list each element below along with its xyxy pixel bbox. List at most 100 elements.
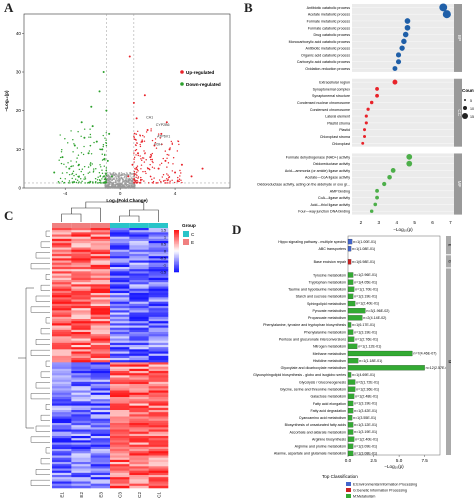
ns-point: [119, 182, 121, 185]
heatmap-cell: [71, 453, 91, 456]
facet-strip-d: [446, 268, 451, 455]
deg-cloud-point: [105, 169, 108, 171]
heatmap-cell: [71, 284, 91, 287]
deg-cloud-point: [136, 168, 138, 171]
pathway-label: Fatty acid elongation: [313, 402, 346, 406]
color-scale-segment: [174, 234, 179, 236]
deg-cloud-point: [180, 179, 182, 181]
y-axis-label-a: −Log₁₀(p): [4, 90, 9, 111]
heatmap-cell: [148, 442, 169, 445]
ns-point: [109, 178, 111, 180]
heatmap-cell: [129, 433, 149, 437]
heatmap-cell: [148, 384, 169, 387]
deg-cloud-point: [89, 145, 92, 147]
heatmap-cell: [148, 436, 169, 439]
x-tick-label-a: -4: [63, 191, 68, 196]
deg-cloud-point: [181, 181, 183, 184]
heatmap-cell: [52, 323, 72, 326]
term-label: Acetate—CoA ligase activity: [305, 176, 350, 180]
deg-cloud-point: [151, 139, 154, 142]
heatmap-cell: [129, 462, 149, 465]
heatmap-cell: [71, 321, 91, 324]
heatmap-cell: [110, 362, 130, 365]
deg-cloud-point: [172, 157, 175, 159]
deg-cloud-point: [68, 180, 71, 182]
heatmap-cell: [110, 286, 130, 289]
ns-point: [130, 186, 133, 188]
go-term-dot: [369, 100, 374, 105]
heatmap-cell: [52, 238, 72, 242]
heatmap-cell: [52, 232, 72, 235]
go-term-dot: [399, 45, 405, 51]
heatmap-cell: [90, 349, 111, 352]
heatmap-cell: [129, 316, 149, 320]
heatmap-cell: [52, 377, 72, 380]
deg-cloud-point: [58, 182, 60, 184]
color-scale-segment: [174, 266, 179, 269]
deg-cloud-point: [133, 156, 136, 159]
deg-cloud-point: [83, 178, 85, 180]
pathway-label: Biosynthesis of unsaturated fatty acids: [285, 423, 347, 427]
deg-cloud-point: [60, 162, 63, 165]
heatmap-cell: [129, 334, 149, 337]
heatmap-cell: [148, 230, 169, 233]
term-label: Chloroplast stroma: [320, 135, 350, 139]
heatmap-cell: [90, 401, 111, 404]
color-scale-label: 1: [164, 236, 166, 240]
heatmap-cell: [110, 462, 130, 465]
heatmap-cell: [148, 232, 169, 235]
go-term-dot: [363, 128, 367, 132]
ns-point: [112, 172, 114, 174]
heatmap-cell: [129, 358, 149, 361]
ns-point: [125, 178, 127, 180]
heatmap-cell: [148, 371, 169, 374]
heatmap-cell: [129, 475, 149, 478]
x-axis-label-a: Log₂(Fold Change): [106, 198, 148, 203]
heatmap-cell: [71, 483, 91, 487]
heatmap-cell: [148, 345, 169, 348]
data-point: [143, 94, 146, 97]
heatmap-cell: [71, 436, 91, 439]
heatmap-cell: [129, 468, 149, 471]
group-annotation-cell: [129, 223, 149, 228]
go-term-dot: [390, 168, 396, 173]
heatmap-cell: [52, 345, 72, 348]
panel-letter-a: A: [4, 0, 14, 15]
heatmap-cell: [148, 457, 169, 461]
heatmap-cell: [148, 234, 169, 237]
color-scale-segment: [174, 231, 179, 234]
heatmap-cell: [90, 243, 111, 246]
heatmap-cell: [52, 457, 72, 461]
term-label: Synaptonemal structure: [312, 94, 350, 98]
heatmap-cell: [110, 241, 130, 244]
deg-cloud-point: [102, 144, 105, 146]
term-label: Drug catabolic process: [313, 33, 350, 37]
heatmap-cell: [110, 323, 130, 326]
heatmap-cell: [90, 340, 111, 344]
heatmap-cell: [71, 236, 91, 240]
heatmap-cell: [129, 325, 149, 328]
heatmap-cell: [148, 453, 169, 456]
heatmap-cell: [71, 325, 91, 328]
deg-cloud-point: [178, 180, 180, 182]
heatmap-cell: [52, 429, 72, 432]
heatmap-cell: [129, 429, 149, 432]
heatmap-cell: [110, 483, 130, 487]
heatmap-cell: [129, 247, 149, 250]
go-term-dot: [392, 66, 398, 71]
color-scale-label: -1.5: [160, 271, 166, 275]
data-point: [110, 175, 113, 178]
deg-cloud-point: [100, 166, 102, 168]
heatmap-cell: [52, 475, 72, 478]
deg-cloud-point: [166, 153, 168, 156]
heatmap-cell: [148, 269, 169, 272]
heatmap-cell: [52, 277, 72, 281]
heatmap-cell: [71, 392, 91, 396]
heatmap-cell: [148, 254, 169, 257]
heatmap-cell: [52, 269, 72, 272]
heatmap-cell: [129, 397, 149, 400]
heatmap-cell: [90, 314, 111, 318]
heatmap-cell: [90, 405, 111, 409]
heatmap-cell: [52, 349, 72, 352]
heatmap-cell: [90, 319, 111, 322]
